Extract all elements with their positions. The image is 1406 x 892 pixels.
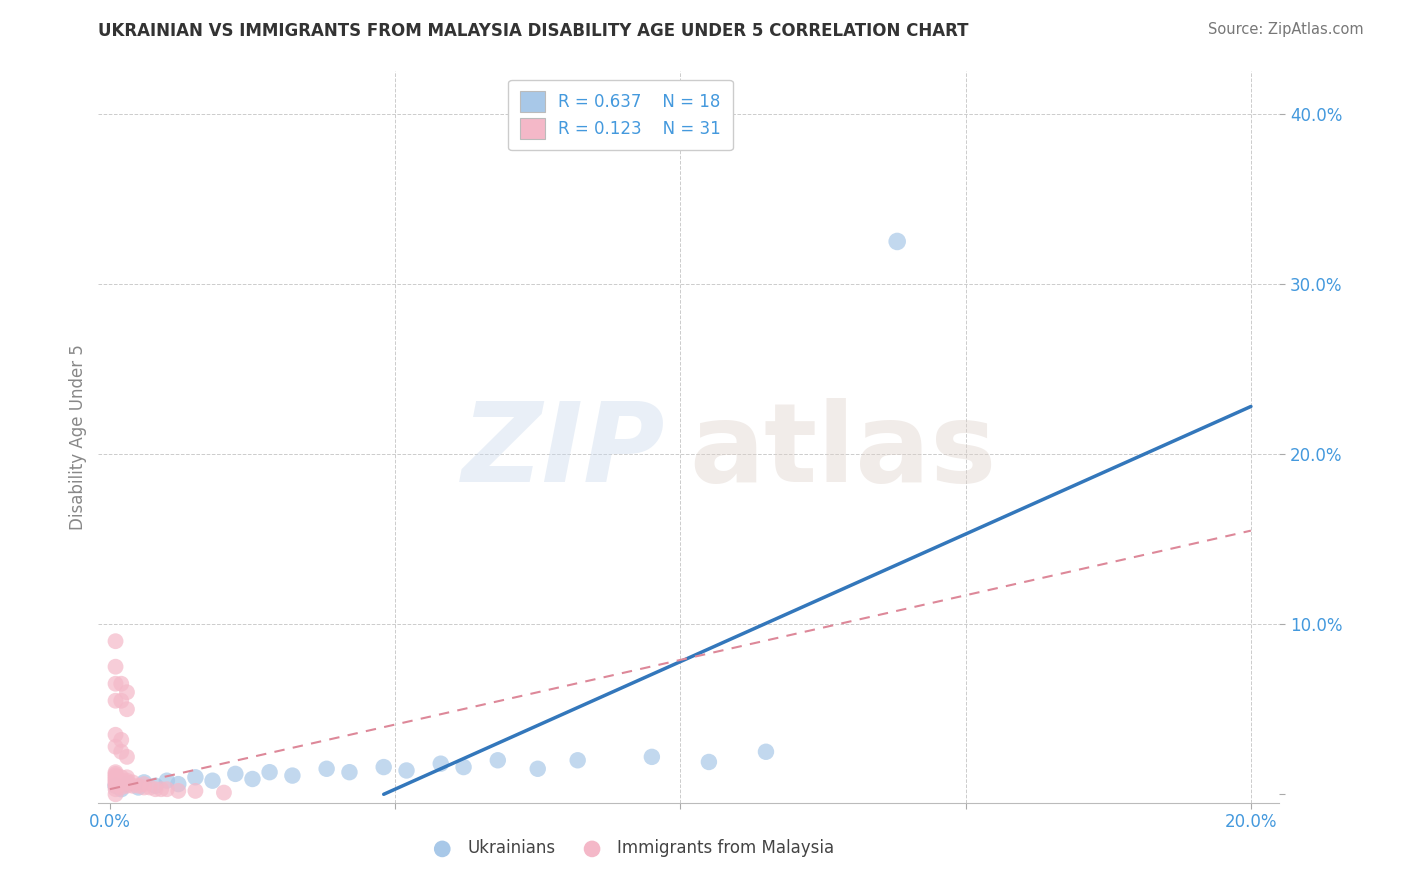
Point [104,739,127,754]
Point [201,773,224,788]
Point [127,779,149,793]
Point [145,782,167,797]
Point [115,770,138,784]
Point [315,762,337,776]
Point [132,775,155,789]
Point [127,780,149,795]
Point [145,779,167,793]
Point [104,634,127,648]
Point [115,777,138,791]
Point [104,765,127,780]
Point [110,777,132,791]
Point [212,786,235,800]
Y-axis label: Disability Age Under 5: Disability Age Under 5 [69,344,87,530]
Point [110,745,132,759]
Point [886,235,908,249]
Point [281,768,304,782]
Text: Source: ZipAtlas.com: Source: ZipAtlas.com [1208,22,1364,37]
Point [110,677,132,691]
Point [755,745,778,759]
Point [429,756,451,771]
Point [526,762,548,776]
Point [110,770,132,784]
Point [150,782,173,797]
Point [139,780,162,795]
Point [167,777,190,791]
Point [121,779,143,793]
Point [224,767,246,781]
Point [104,659,127,673]
Point [132,780,155,795]
Point [184,770,207,784]
Point [184,784,207,798]
Point [104,773,127,788]
Point [104,694,127,708]
Point [104,728,127,742]
Point [104,767,127,781]
Point [641,750,664,764]
Point [242,772,264,786]
Point [104,777,127,791]
Point [115,702,138,716]
Point [339,765,361,780]
Point [156,773,179,788]
Point [110,782,132,797]
Point [115,773,138,788]
Text: atlas: atlas [689,398,997,505]
Point [156,782,179,797]
Point [110,694,132,708]
Point [697,755,720,769]
Point [259,765,281,780]
Point [167,784,190,798]
Point [115,779,138,793]
Point [104,775,127,789]
Point [104,768,127,782]
Point [104,782,127,797]
Point [121,775,143,789]
Point [115,750,138,764]
Point [132,777,155,791]
Point [115,685,138,699]
Point [104,779,127,793]
Point [453,760,475,774]
Point [373,760,395,774]
Point [104,787,127,801]
Text: ZIP: ZIP [461,398,665,505]
Legend: Ukrainians, Immigrants from Malaysia: Ukrainians, Immigrants from Malaysia [419,832,841,864]
Point [104,779,127,793]
Point [110,780,132,795]
Point [567,753,589,767]
Point [110,732,132,747]
Text: UKRAINIAN VS IMMIGRANTS FROM MALAYSIA DISABILITY AGE UNDER 5 CORRELATION CHART: UKRAINIAN VS IMMIGRANTS FROM MALAYSIA DI… [98,22,969,40]
Point [115,775,138,789]
Point [486,753,509,767]
Point [104,772,127,786]
Point [110,773,132,788]
Point [104,677,127,691]
Point [104,770,127,784]
Point [395,764,418,778]
